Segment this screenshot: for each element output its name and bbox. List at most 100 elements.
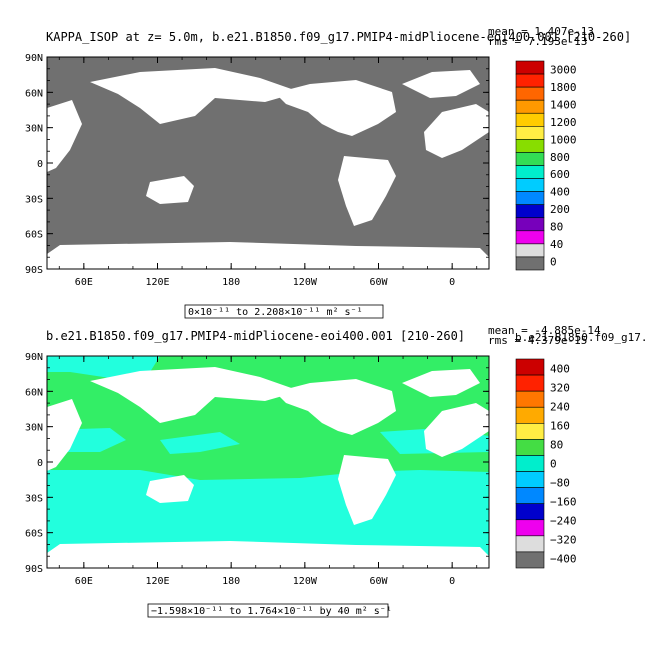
- x-tick-label: 60E: [75, 576, 93, 587]
- colorbar-label: 400: [550, 363, 570, 376]
- colorbar-label: 320: [550, 382, 570, 395]
- greenland-land: [402, 369, 480, 397]
- colorbar-swatch: [515, 358, 545, 376]
- colorbar-swatch: [515, 178, 545, 192]
- colorbar-swatch: [515, 165, 545, 179]
- colorbar-label: 400: [550, 186, 570, 199]
- x-tick-label: 60W: [369, 576, 388, 587]
- colorbar-swatch: [515, 204, 545, 219]
- panel-bottom-rms: rms = 4.379e-15: [488, 334, 587, 347]
- y-tick-label: 60N: [25, 88, 43, 99]
- colorbar-label: 1200: [550, 116, 577, 129]
- panel-top-rms: rms = 7.193e-13: [488, 35, 587, 48]
- colorbar-swatch: [515, 191, 545, 205]
- colorbar-swatch: [515, 503, 545, 521]
- colorbar-swatch: [515, 439, 545, 456]
- pacific-cyan-patch: [160, 432, 240, 454]
- panel-top-land: [47, 68, 489, 269]
- panel-top-mean: mean = 1.407e-13: [488, 25, 594, 38]
- y-tick-label: 0: [37, 458, 43, 469]
- arctic-cyan-band: [47, 356, 160, 378]
- y-tick-label: 90N: [25, 352, 43, 363]
- colorbar-label: 80: [550, 439, 563, 452]
- colorbar-swatch: [515, 139, 545, 153]
- x-tick-label: 60E: [75, 277, 93, 288]
- colorbar-swatch: [515, 217, 545, 232]
- colorbar-label: 200: [550, 203, 570, 216]
- panel-bottom-mean: mean = -4.885e-14: [488, 324, 601, 337]
- colorbar-swatch: [515, 152, 545, 166]
- y-tick-label: 90N: [25, 53, 43, 64]
- colorbar-label: 40: [550, 238, 563, 251]
- colorbar-label: 0: [550, 255, 557, 268]
- x-tick-label: 60W: [369, 277, 388, 288]
- colorbar-swatch: [515, 487, 545, 504]
- colorbar-swatch: [515, 423, 545, 440]
- africa-land: [424, 403, 489, 457]
- panel-top-title: KAPPA_ISOP at z= 5.0m, b.e21.B1850.f09_g…: [46, 30, 631, 44]
- colorbar-label: 600: [550, 168, 570, 181]
- australia-land: [146, 176, 194, 204]
- antarctica-land: [47, 541, 489, 568]
- y-tick-label: 60S: [25, 529, 43, 540]
- colorbar-label: 800: [550, 151, 570, 164]
- y-tick-label: 30S: [25, 493, 43, 504]
- colorbar-swatch: [515, 243, 545, 258]
- colorbar-label: 1400: [550, 99, 577, 112]
- colorbar-swatch: [515, 406, 545, 424]
- colorbar-swatch: [515, 455, 545, 472]
- colorbar-label: 0: [550, 458, 557, 471]
- colorbar-label: −80: [550, 477, 570, 490]
- panel-bottom-land: [47, 367, 489, 568]
- colorbar-swatch: [515, 519, 545, 537]
- colorbar-label: 80: [550, 220, 563, 233]
- south-america-land: [338, 156, 396, 226]
- colorbar-swatch: [515, 126, 545, 140]
- panel-top-range: 0×10⁻¹¹ to 2.208×10⁻¹¹ m² s⁻¹: [188, 307, 363, 318]
- x-tick-label: 180: [222, 277, 240, 288]
- colorbar-label: 3000: [550, 64, 577, 77]
- africa-land: [424, 104, 489, 158]
- y-tick-label: 90S: [25, 564, 43, 575]
- panel-top-axes: 90N 60N 30N 0 30S 60S 90S 60E 120E 180 120W 60W 0: [25, 53, 489, 288]
- colorbar-swatch: [515, 551, 545, 569]
- colorbar-label: −320: [550, 534, 577, 547]
- panel-bottom-range-box: [147, 603, 389, 618]
- colorbar-swatch: [515, 374, 545, 392]
- australia-land: [146, 475, 194, 503]
- colorbar-swatch: [515, 256, 545, 271]
- asia-land: [90, 68, 300, 124]
- colorbar-label: −160: [550, 496, 577, 509]
- colorbar-swatch: [515, 60, 545, 75]
- panel-top: KAPPA_ISOP at z= 5.0m, b.e21.B1850.f09_g…: [25, 25, 631, 319]
- colorbar-swatch: [515, 99, 545, 114]
- colorbar-label: 1800: [550, 81, 577, 94]
- colorbar-label: −400: [550, 553, 577, 566]
- colorbar-label: 240: [550, 401, 570, 414]
- panel-bottom-title: b.e21.B1850.f09_g17.PMIP4-midPliocene-eo…: [46, 329, 465, 343]
- y-tick-label: 60N: [25, 387, 43, 398]
- colorbar-swatch: [515, 390, 545, 408]
- south-america-land: [338, 455, 396, 525]
- x-tick-label: 0: [449, 576, 455, 587]
- x-tick-label: 180: [222, 576, 240, 587]
- colorbar-swatch: [515, 86, 545, 101]
- y-tick-label: 90S: [25, 265, 43, 276]
- y-tick-label: 30S: [25, 194, 43, 205]
- y-tick-label: 30N: [25, 124, 43, 135]
- y-tick-label: 0: [37, 159, 43, 170]
- antarctica-land: [47, 242, 489, 269]
- greenland-land: [402, 70, 480, 98]
- panel-top-plot: [46, 56, 490, 270]
- panel-bottom-axes: 90N 60N 30N 0 30S 60S 90S 60E 120E 180 120W 60W 0: [25, 352, 489, 587]
- panel-bottom-range: −1.598×10⁻¹¹ to 1.764×10⁻¹¹ by 40 m² s⁻¹: [151, 606, 392, 617]
- x-tick-label: 120E: [145, 576, 169, 587]
- africa-west-land: [47, 399, 82, 471]
- colorbar-swatch: [515, 535, 545, 553]
- y-tick-label: 60S: [25, 230, 43, 241]
- x-tick-label: 120W: [293, 277, 318, 288]
- y-tick-label: 30N: [25, 423, 43, 434]
- colorbar-label: −240: [550, 515, 577, 528]
